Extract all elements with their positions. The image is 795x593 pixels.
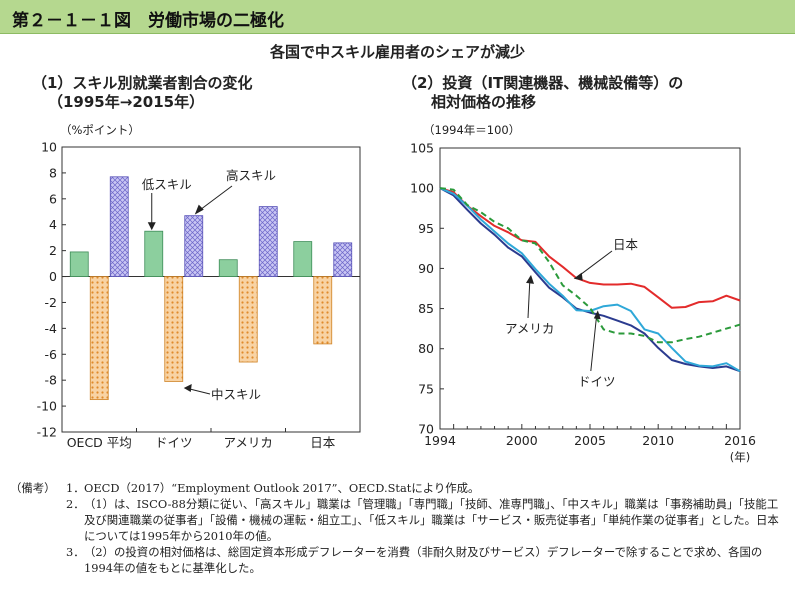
y-tick-label: -10 xyxy=(37,399,57,414)
annotation-germany-label: ドイツ xyxy=(578,374,616,389)
bar-low-skill xyxy=(69,251,89,277)
annotation-high-leader xyxy=(197,185,233,213)
header-bar: 第２－１－１図 労働市場の二極化 xyxy=(0,0,795,34)
y-tick-label: 8 xyxy=(49,165,57,180)
note-text: （2）の投資の相対価格は、総固定資本形成デフレーターを消費（非耐久財及びサービス… xyxy=(84,545,763,575)
figure-subtitle: 各国で中スキル雇用者のシェアが減少 xyxy=(269,43,525,61)
bar-mid-skill xyxy=(89,276,109,401)
figure-title: 第２－１－１図 労働市場の二極化 xyxy=(12,11,284,31)
y-tick-label: -8 xyxy=(45,373,58,388)
bar-low-skill xyxy=(293,241,313,277)
bar-chart: 10 8 6 4 2 0 -2 -4 -6 -8 -10 -12 OECD 平均 ドイツ アメリカ 日本 低スキ… xyxy=(37,140,361,450)
y-tick-label: -6 xyxy=(45,347,58,362)
y-tick-label: 4 xyxy=(49,217,57,232)
y-tick-label: 95 xyxy=(418,221,434,236)
annotation-japan-arrow xyxy=(573,272,583,281)
y-tick-label: 0 xyxy=(49,269,57,284)
annotation-usa-leader xyxy=(527,276,531,319)
annotation-mid-label: 中スキル xyxy=(211,387,261,402)
bar-low-skill xyxy=(144,230,164,277)
y-tick-label: 80 xyxy=(418,341,434,356)
bar-chart-title-period: （1995年→2015年） xyxy=(48,93,205,111)
notes: （備考） 1． OECD（2017）“Employment Outlook 20… xyxy=(10,480,785,576)
annotation-usa-label: アメリカ xyxy=(505,321,554,336)
note-1: （備考） 1． OECD（2017）“Employment Outlook 20… xyxy=(10,480,785,496)
notes-heading: （備考） xyxy=(10,481,56,495)
bar-high-skill xyxy=(333,242,353,277)
line-dashed-series xyxy=(439,187,741,344)
bar-high-skill xyxy=(184,215,204,277)
annotation-japan-leader xyxy=(577,250,613,278)
annotation-low-arrow xyxy=(147,222,156,231)
line-chart-unit: （1994年＝100） xyxy=(423,123,521,137)
note-number: 1． xyxy=(66,481,85,495)
annotation-low-label: 低スキル xyxy=(142,177,192,192)
note-text: OECD（2017）“Employment Outlook 2017”、OECD… xyxy=(84,481,480,495)
annotation-germany-leader xyxy=(590,313,598,372)
line-japan xyxy=(439,187,741,309)
annotation-high-arrow xyxy=(194,204,204,215)
annotation-germany-arrow xyxy=(593,310,601,320)
y-tick-label: 85 xyxy=(418,301,434,316)
y-tick-label: -4 xyxy=(45,321,58,336)
y-tick-label: 2 xyxy=(49,243,57,258)
y-tick-label: 100 xyxy=(410,181,434,196)
annotation-mid-arrow xyxy=(183,383,192,392)
x-category-label: アメリカ xyxy=(224,435,273,450)
y-tick-label: 6 xyxy=(49,191,57,206)
note-3: 3． （2）の投資の相対価格は、総固定資本形成デフレーターを消費（非耐久財及びサ… xyxy=(10,544,785,576)
y-tick-label: 70 xyxy=(418,422,434,437)
y-tick-label: -12 xyxy=(37,425,57,440)
note-number: 3． xyxy=(66,545,85,559)
annotation-japan-label: 日本 xyxy=(613,237,639,252)
x-tick-label: 2000 xyxy=(506,433,538,448)
y-tick-label: -2 xyxy=(45,295,57,310)
y-tick-label: 105 xyxy=(410,141,434,156)
x-tick-label: 2010 xyxy=(642,433,674,448)
x-tick-label: 2005 xyxy=(574,433,606,448)
line-usa xyxy=(439,187,741,373)
y-tick-label: 90 xyxy=(418,261,434,276)
bar-high-skill xyxy=(258,206,278,277)
x-category-label: OECD 平均 xyxy=(67,435,132,450)
annotation-high-label: 高スキル xyxy=(226,168,276,183)
note-2: 2． （1）は、ISCO-88分類に従い、「高スキル」職業は「管理職」「専門職」… xyxy=(10,496,785,544)
line-chart-title: （2）投資（IT関連機器、機械設備等）の xyxy=(402,74,684,92)
bar-high-skill xyxy=(109,176,129,277)
bar-mid-skill xyxy=(313,276,333,345)
annotation-usa-arrow xyxy=(526,274,534,284)
bar-low-skill xyxy=(218,259,238,277)
line-chart-title-sub: 相対価格の推移 xyxy=(431,93,537,111)
x-category-label: 日本 xyxy=(310,435,336,450)
x-axis-unit: (年) xyxy=(730,450,750,464)
note-text: （1）は、ISCO-88分類に従い、「高スキル」職業は「管理職」「専門職」「技師… xyxy=(84,497,779,543)
x-tick-label: 1994 xyxy=(424,433,456,448)
note-number: 2． xyxy=(66,497,85,511)
x-tick-label: 2016 xyxy=(724,433,756,448)
bar-chart-unit: （%ポイント） xyxy=(60,123,140,137)
bar-mid-skill xyxy=(238,276,258,363)
y-tick-label: 10 xyxy=(41,140,57,155)
bar-mid-skill xyxy=(164,276,184,382)
bar-chart-title: （1）スキル別就業者割合の変化 xyxy=(32,74,253,92)
x-category-label: ドイツ xyxy=(155,435,193,450)
line-germany xyxy=(439,187,741,373)
y-tick-label: 75 xyxy=(418,381,434,396)
